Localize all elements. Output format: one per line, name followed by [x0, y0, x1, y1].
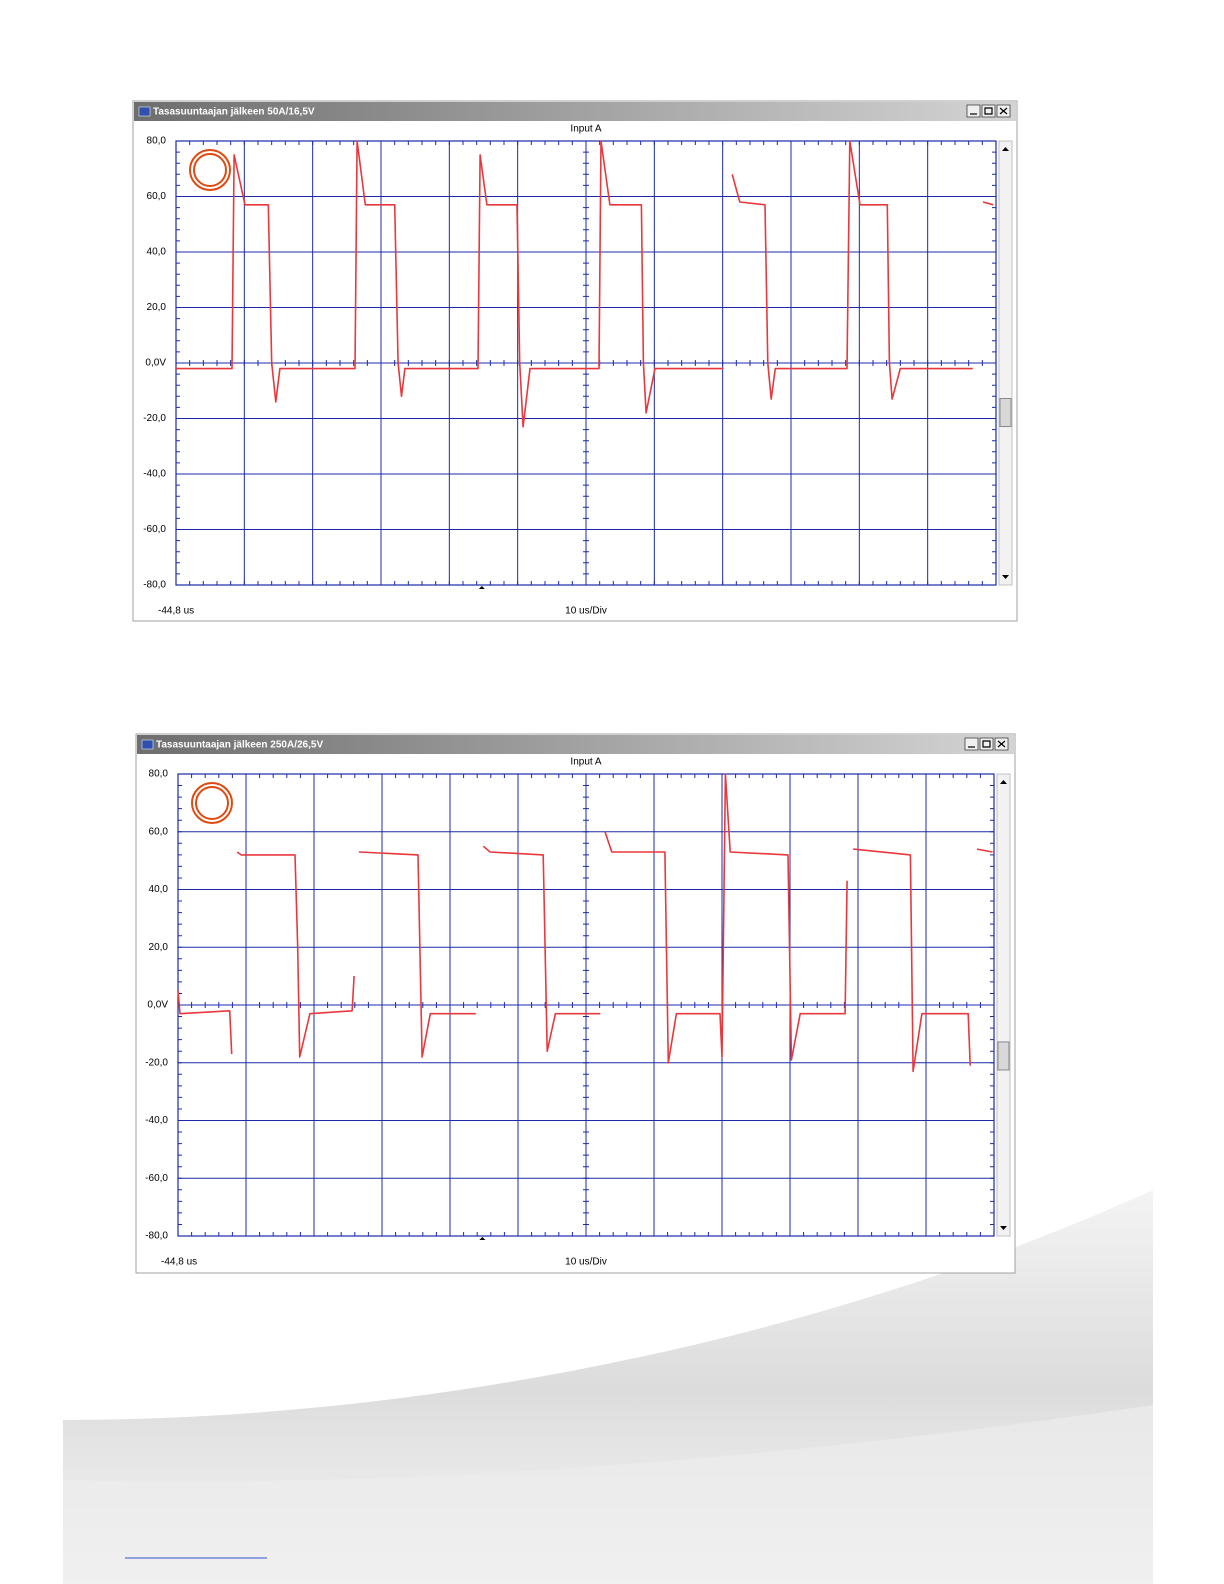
trigger-marker: [478, 586, 485, 589]
close-glyph: [997, 740, 1006, 748]
window: [135, 733, 1016, 1274]
chart-title: Input A: [570, 124, 601, 135]
trigger-marker: [479, 1237, 486, 1240]
channel-icon: [195, 786, 229, 820]
minimize-button[interactable]: [966, 104, 981, 118]
waveform: [176, 140, 994, 428]
plot-border: [175, 140, 997, 586]
window-title: Tasasuuntaajan jälkeen 50A/16,5V: [153, 107, 315, 118]
y-tick-label: 80,0: [149, 769, 169, 780]
app-icon: [138, 106, 151, 117]
y-tick-label: 80,0: [147, 136, 167, 147]
scroll-thumb: [999, 398, 1012, 428]
maximize-glyph: [984, 107, 993, 115]
scroll-down: [1000, 1226, 1007, 1230]
scroll-up: [1000, 780, 1007, 784]
title-bar: [134, 102, 1016, 121]
scrollbar[interactable]: [998, 140, 1013, 586]
channel-icon: [193, 153, 227, 187]
x-scale-label: 10 us/Div: [565, 1257, 607, 1268]
y-tick-label: 60,0: [147, 191, 167, 202]
y-tick-label: -40,0: [145, 1115, 168, 1126]
y-tick-label: 40,0: [149, 884, 169, 895]
waveform: [177, 773, 993, 1073]
y-tick-label: -60,0: [143, 524, 166, 535]
channel-icon: [189, 149, 231, 191]
y-tick-label: -20,0: [143, 413, 166, 424]
plot-border: [177, 773, 995, 1237]
x-start-label: -44,8 us: [158, 606, 194, 617]
maximize-glyph: [982, 740, 991, 748]
scrollbar[interactable]: [996, 773, 1011, 1237]
maximize-button[interactable]: [979, 737, 994, 751]
title-bar: [137, 735, 1014, 754]
y-tick-label: -80,0: [143, 580, 166, 591]
y-tick-label: -60,0: [145, 1173, 168, 1184]
y-tick-label: 40,0: [147, 247, 167, 258]
scroll-thumb: [997, 1041, 1010, 1071]
scroll-up: [1002, 147, 1009, 151]
y-tick-label: -40,0: [143, 469, 166, 480]
y-tick-label: 0,0V: [145, 358, 166, 369]
x-start-label: -44,8 us: [161, 1257, 197, 1268]
y-tick-label: 20,0: [147, 302, 167, 313]
x-scale-label: 10 us/Div: [565, 606, 607, 617]
minimize-button[interactable]: [964, 737, 979, 751]
app-icon: [141, 739, 154, 750]
y-tick-label: -80,0: [145, 1231, 168, 1242]
y-tick-label: -20,0: [145, 1057, 168, 1068]
y-tick-label: 60,0: [149, 826, 169, 837]
y-tick-label: 0,0V: [147, 1000, 168, 1011]
close-glyph: [999, 107, 1008, 115]
scroll-down: [1002, 575, 1009, 579]
chart-title: Input A: [570, 757, 601, 768]
window-title: Tasasuuntaajan jälkeen 250A/26,5V: [156, 740, 323, 751]
maximize-button[interactable]: [981, 104, 996, 118]
channel-icon: [191, 782, 233, 824]
background-swoosh: [63, 1405, 1153, 1584]
window: [132, 100, 1018, 622]
y-tick-label: 20,0: [149, 942, 169, 953]
